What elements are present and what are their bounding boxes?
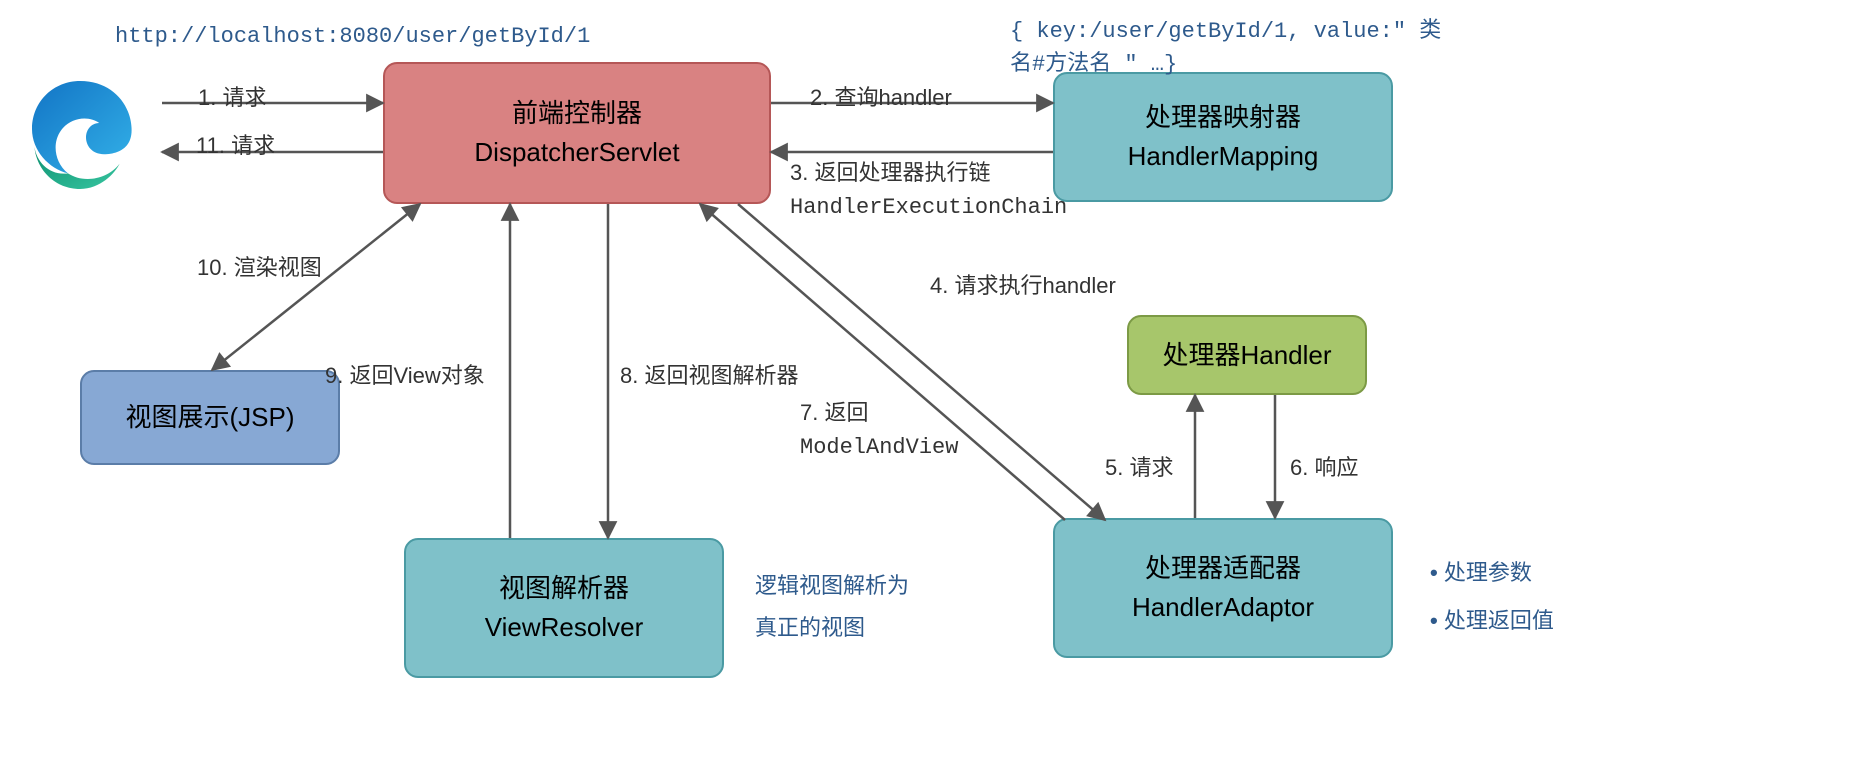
edge-label-5: 5. 请求 — [1105, 450, 1173, 482]
node-dispatcher: 前端控制器 DispatcherServlet — [383, 62, 771, 204]
node-jsp: 视图展示(JSP) — [80, 370, 340, 465]
resolve-note-b: 真正的视图 — [755, 610, 865, 642]
resolve-note-a: 逻辑视图解析为 — [755, 568, 909, 600]
diagram-canvas: 前端控制器 DispatcherServlet 处理器映射器 HandlerMa… — [0, 0, 1853, 778]
edge-label-9: 9. 返回View对象 — [325, 358, 485, 390]
node-title: 处理器Handler — [1162, 336, 1331, 375]
bullet-item: 处理返回值 — [1430, 603, 1554, 635]
node-subtitle: HandlerMapping — [1128, 137, 1319, 176]
bullet-item: 处理参数 — [1430, 555, 1554, 587]
url-label: http://localhost:8080/user/getById/1 — [115, 24, 590, 49]
node-title: 前端控制器 — [512, 94, 642, 133]
node-subtitle: ViewResolver — [485, 608, 643, 647]
node-title: 处理器适配器 — [1145, 549, 1301, 588]
edge-label-7a: 7. 返回 — [800, 395, 868, 427]
map-note: { key:/user/getById/1, value:" 类名#方法名 " … — [1010, 15, 1450, 81]
edge-label-3b: HandlerExecutionChain — [790, 195, 1067, 220]
adaptor-bullets: 处理参数 处理返回值 — [1430, 555, 1554, 635]
node-handler-adaptor: 处理器适配器 HandlerAdaptor — [1053, 518, 1393, 658]
edge-label-4: 4. 请求执行handler — [930, 268, 1116, 300]
edge-label-2: 2. 查询handler — [810, 80, 952, 112]
node-title: 处理器映射器 — [1145, 98, 1301, 137]
node-subtitle: DispatcherServlet — [474, 133, 679, 172]
node-handler-mapping: 处理器映射器 HandlerMapping — [1053, 72, 1393, 202]
node-title: 视图展示(JSP) — [125, 398, 294, 437]
edge-label-1: 1. 请求 — [198, 80, 266, 112]
edge-label-10: 10. 渲染视图 — [197, 250, 322, 282]
node-handler: 处理器Handler — [1127, 315, 1367, 395]
edge-label-7b: ModelAndView — [800, 435, 958, 460]
edge-label-3a: 3. 返回处理器执行链 — [790, 155, 990, 187]
browser-icon — [20, 75, 140, 195]
node-subtitle: HandlerAdaptor — [1132, 588, 1314, 627]
edge-label-6: 6. 响应 — [1290, 450, 1358, 482]
edge-label-8: 8. 返回视图解析器 — [620, 358, 798, 390]
node-view-resolver: 视图解析器 ViewResolver — [404, 538, 724, 678]
edge-label-11: 11. 请求 — [196, 128, 275, 160]
node-title: 视图解析器 — [499, 569, 629, 608]
